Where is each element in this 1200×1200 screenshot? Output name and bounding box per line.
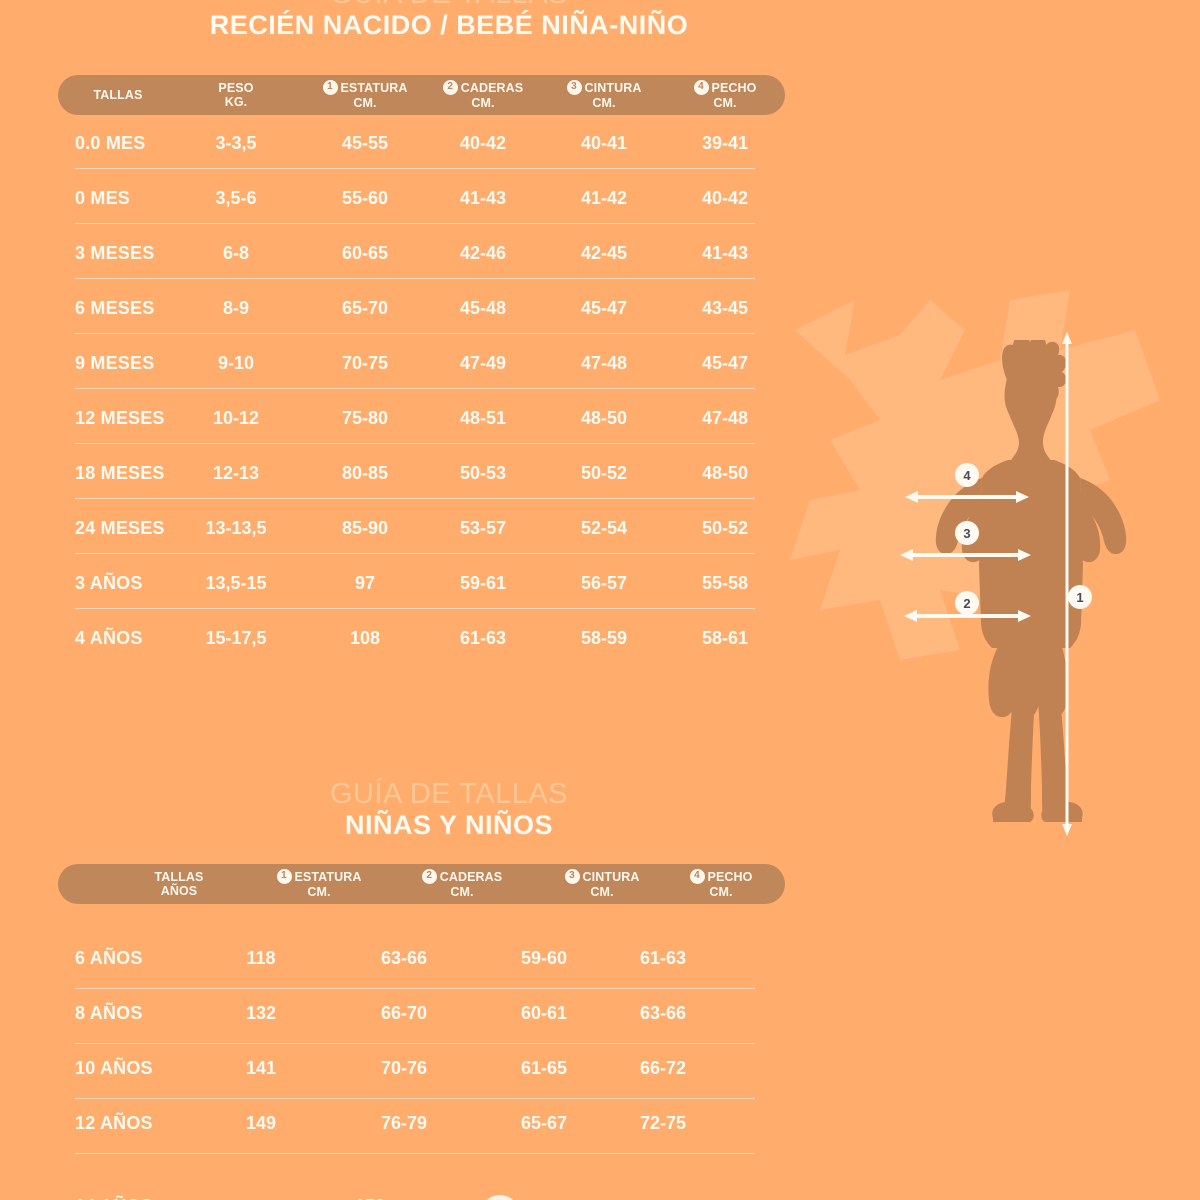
svg-text:1: 1 — [1076, 590, 1083, 605]
svg-text:4: 4 — [963, 468, 971, 483]
svg-text:3: 3 — [963, 526, 970, 541]
svg-text:2: 2 — [963, 596, 970, 611]
